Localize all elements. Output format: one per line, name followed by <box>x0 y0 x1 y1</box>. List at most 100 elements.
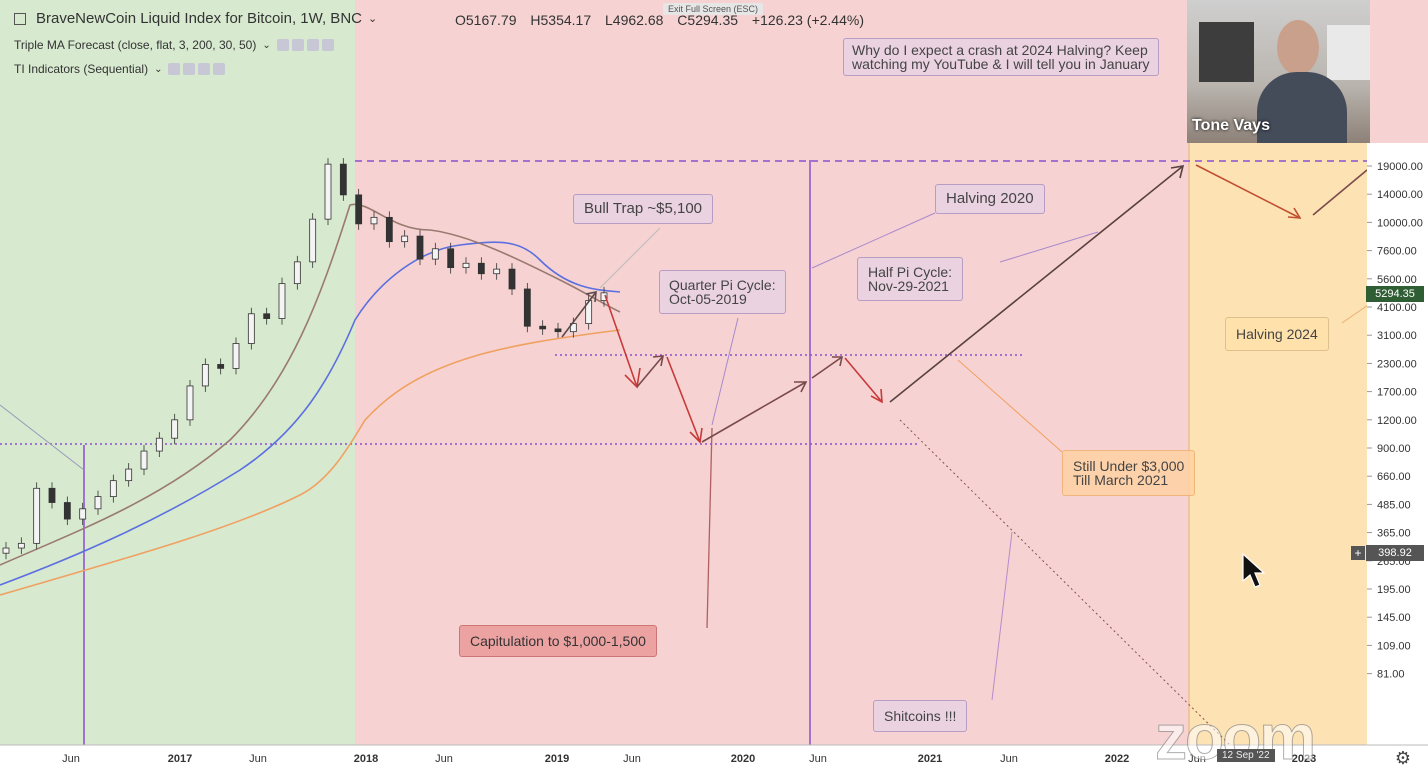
x-tick-label: 2023 <box>1292 753 1316 765</box>
candle <box>140 450 148 470</box>
x-axis-background <box>0 745 1428 772</box>
webcam-window <box>1327 25 1370 80</box>
settings-icon[interactable] <box>183 63 196 75</box>
y-tick-label: 2300.00 <box>1377 358 1417 370</box>
note-top[interactable]: Why do I expect a crash at 2024 Halving?… <box>843 38 1159 76</box>
indicator-1-label[interactable]: Triple MA Forecast (close, flat, 3, 200,… <box>14 38 257 52</box>
y-tick-label: 109.00 <box>1377 640 1411 652</box>
ohlc-low: L4962.68 <box>605 12 664 28</box>
indicator-2-label[interactable]: TI Indicators (Sequential) <box>14 62 149 76</box>
note-half-pi[interactable]: Half Pi Cycle: Nov-29-2021 <box>857 257 964 301</box>
stillunder-callout-line <box>957 359 1063 453</box>
eye-icon[interactable] <box>168 63 181 75</box>
quarterpi-callout-line <box>711 317 739 426</box>
indicator-row-1[interactable]: Triple MA Forecast (close, flat, 3, 200,… <box>14 38 334 52</box>
candle <box>247 313 255 344</box>
y-tick-label: 3100.00 <box>1377 330 1417 342</box>
note-shitcoins[interactable]: Shitcoins !!! <box>873 700 968 732</box>
x-tick-label: Jun <box>1188 753 1206 765</box>
candle <box>33 487 41 544</box>
exit-full-screen-button[interactable]: Exit Full Screen (ESC) <box>663 3 764 15</box>
candle <box>186 385 194 421</box>
y-axis-background <box>1367 143 1428 745</box>
candle <box>155 437 163 452</box>
candle <box>508 268 516 290</box>
zone-red <box>355 0 1189 745</box>
candle <box>493 268 501 275</box>
note-halving-2020[interactable]: Halving 2020 <box>935 184 1045 214</box>
top-callout-line <box>811 212 936 269</box>
note-halving-2024[interactable]: Halving 2024 <box>1225 317 1329 351</box>
cursor-price-tag: 398.92 <box>1366 545 1424 561</box>
close-icon[interactable] <box>321 39 334 51</box>
candle <box>554 328 562 333</box>
indicator-1-controls[interactable] <box>276 39 334 51</box>
candle <box>278 283 286 319</box>
note-capitulation[interactable]: Capitulation to $1,000-1,500 <box>459 625 657 657</box>
candle <box>232 343 240 369</box>
capitulation-callout-line <box>706 427 713 629</box>
candle <box>94 496 102 510</box>
chevron-down-icon[interactable]: ⌄ <box>262 39 271 51</box>
candle <box>355 194 363 225</box>
note-still-under[interactable]: Still Under $3,000 Till March 2021 <box>1062 450 1196 496</box>
candle <box>523 288 531 327</box>
candle <box>171 419 179 439</box>
candle <box>462 262 470 269</box>
halfpi-callout-line <box>999 231 1099 263</box>
ma-blue <box>0 241 621 586</box>
chevron-down-icon[interactable]: ⌄ <box>367 13 378 25</box>
x-tick-label: 2020 <box>731 753 755 765</box>
source-icon[interactable] <box>198 63 211 75</box>
y-tick-label: 195.00 <box>1377 584 1411 596</box>
source-icon[interactable] <box>306 39 319 51</box>
legend-title-row: BraveNewCoin Liquid Index for Bitcoin, 1… <box>14 10 377 27</box>
indicator-2-controls[interactable] <box>168 63 226 75</box>
mouse-cursor-icon <box>1242 553 1266 588</box>
y-tick-label: 485.00 <box>1377 499 1411 511</box>
note-quarter-pi[interactable]: Quarter Pi Cycle: Oct-05-2019 <box>659 270 786 314</box>
y-tick-label: 900.00 <box>1377 443 1411 455</box>
x-tick-label: 2018 <box>354 753 378 765</box>
y-tick-label: 365.00 <box>1377 528 1411 540</box>
candle <box>17 542 25 549</box>
candle <box>477 262 485 275</box>
bulltrap-callout-line <box>599 227 661 289</box>
candle <box>63 502 71 520</box>
x-tick-label: Jun <box>623 753 641 765</box>
candle <box>79 508 87 520</box>
candle <box>600 292 608 302</box>
gear-icon[interactable]: ⚙ <box>1394 748 1412 768</box>
candle <box>370 216 378 225</box>
zone-green <box>0 0 355 745</box>
crosshair-add-icon[interactable]: + <box>1351 546 1365 560</box>
chevron-down-icon[interactable]: ⌄ <box>154 63 163 75</box>
candle <box>293 261 301 285</box>
ma-orange <box>0 329 621 596</box>
settings-icon[interactable] <box>291 39 304 51</box>
webcam-shelf <box>1199 22 1254 82</box>
candle <box>401 235 409 243</box>
ohlc-high: H5354.17 <box>530 12 592 28</box>
eye-icon[interactable] <box>276 39 289 51</box>
x-axis[interactable]: Jun 2017 Jun 2018 Jun 2019 Jun 2020 Jun 2021 Jun 20… <box>0 744 1428 772</box>
y-tick-label: 4100.00 <box>1377 302 1417 314</box>
symbol-title[interactable]: BraveNewCoin Liquid Index for Bitcoin, 1… <box>36 10 362 27</box>
close-icon[interactable] <box>213 63 226 75</box>
indicator-row-2[interactable]: TI Indicators (Sequential) ⌄ <box>14 62 226 76</box>
webcam-name: Tone Vays <box>1192 117 1270 134</box>
y-tick-label: 7600.00 <box>1377 246 1417 258</box>
y-tick-label: 81.00 <box>1377 669 1405 681</box>
y-tick-label: 5600.00 <box>1377 274 1417 286</box>
candle <box>447 248 455 269</box>
collapse-icon[interactable] <box>14 12 26 25</box>
y-tick-label: 10000.00 <box>1377 217 1423 229</box>
x-tick-label: 2019 <box>545 753 569 765</box>
y-tick-label: 660.00 <box>1377 471 1411 483</box>
note-bull-trap[interactable]: Bull Trap ~$5,100 <box>573 194 714 224</box>
y-axis[interactable]: 19000.00 14000.00 10000.00 7600.00 5600.00 41… <box>1367 143 1428 745</box>
shitcoins-callout-line <box>991 531 1013 701</box>
halving2024-callout-line <box>1341 304 1369 324</box>
